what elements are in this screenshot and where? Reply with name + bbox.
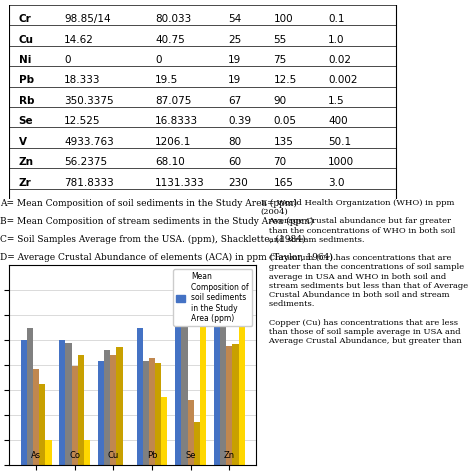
Text: Cr: Cr (18, 14, 31, 24)
Text: 0.05: 0.05 (273, 116, 296, 127)
Text: 98.85/14: 98.85/14 (64, 14, 111, 24)
Text: 0: 0 (155, 55, 162, 65)
Bar (46, 440, 52, 474)
Text: 0.1: 0.1 (328, 14, 345, 24)
Bar (232, 344, 238, 474)
Text: 14.62: 14.62 (64, 35, 94, 45)
Bar (123, 465, 129, 474)
Text: 40.75: 40.75 (155, 35, 185, 45)
Text: 19: 19 (228, 75, 241, 85)
Text: 19.5: 19.5 (155, 75, 178, 85)
Text: 54: 54 (228, 14, 241, 24)
Text: 87.075: 87.075 (155, 96, 191, 106)
Text: A= Mean Composition of soil sediments in the Study Area (ppm): A= Mean Composition of soil sediments in… (0, 199, 297, 208)
Text: 350.3375: 350.3375 (64, 96, 114, 106)
Text: 12.525: 12.525 (64, 116, 100, 127)
Legend: Mean
Composition of
soil sediments
in the Study
Area (ppm): Mean Composition of soil sediments in th… (173, 269, 252, 326)
Bar (226, 346, 232, 474)
Text: Co: Co (69, 451, 80, 460)
Bar (238, 315, 245, 474)
Text: E= World Health Organization (WHO) in ppm
(2004)
   Average Crustal abundance bu: E= World Health Organization (WHO) in pp… (261, 199, 468, 345)
Text: Zn: Zn (18, 157, 34, 167)
Bar (200, 325, 206, 474)
Text: Zn: Zn (224, 451, 235, 460)
Text: 1131.333: 1131.333 (155, 178, 205, 188)
Text: Se: Se (18, 116, 33, 127)
Bar (188, 400, 194, 474)
Bar (117, 346, 123, 474)
Text: Se: Se (185, 451, 196, 460)
Text: 68.10: 68.10 (155, 157, 185, 167)
Text: 1.0: 1.0 (328, 35, 345, 45)
Text: B= Mean Composition of stream sediments in the Study Area (ppm): B= Mean Composition of stream sediments … (0, 217, 313, 226)
Bar (220, 318, 226, 474)
Text: Pb: Pb (147, 451, 157, 460)
Text: 12.5: 12.5 (273, 75, 297, 85)
Bar (175, 298, 182, 474)
Bar (161, 397, 167, 474)
Text: 4933.763: 4933.763 (64, 137, 114, 147)
Bar (59, 340, 65, 474)
Bar (143, 361, 149, 474)
Text: Rb: Rb (18, 96, 34, 106)
Text: 1000: 1000 (328, 157, 354, 167)
Text: 80.033: 80.033 (155, 14, 191, 24)
Bar (149, 358, 155, 474)
Text: 3.0: 3.0 (328, 178, 345, 188)
Bar (98, 361, 104, 474)
Bar (104, 350, 110, 474)
Bar (65, 343, 72, 474)
Text: Ni: Ni (18, 55, 31, 65)
Text: C= Soil Samples Average from the USA. (ppm), Shacklette, (1984): C= Soil Samples Average from the USA. (p… (0, 235, 306, 244)
Text: 0: 0 (64, 55, 71, 65)
Text: 0.02: 0.02 (328, 55, 351, 65)
Bar (194, 422, 200, 474)
Bar (33, 368, 39, 474)
Text: 75: 75 (273, 55, 287, 65)
Text: 56.2375: 56.2375 (64, 157, 107, 167)
Bar (137, 328, 143, 474)
Text: 0.002: 0.002 (328, 75, 357, 85)
Bar (84, 440, 90, 474)
Text: 135: 135 (273, 137, 293, 147)
Text: 230: 230 (228, 178, 247, 188)
Text: 67: 67 (228, 96, 241, 106)
Bar (39, 383, 46, 474)
Bar (21, 340, 27, 474)
Text: V: V (18, 137, 27, 147)
Text: Zr: Zr (18, 178, 31, 188)
Text: 781.8333: 781.8333 (64, 178, 114, 188)
Bar (72, 366, 78, 474)
Bar (78, 355, 84, 474)
Text: 1206.1: 1206.1 (155, 137, 191, 147)
Text: Cu: Cu (108, 451, 119, 460)
Text: 18.333: 18.333 (64, 75, 100, 85)
Text: 80: 80 (228, 137, 241, 147)
Bar (110, 355, 117, 474)
Text: As: As (31, 451, 41, 460)
Text: 0.39: 0.39 (228, 116, 251, 127)
Text: D= Average Crustal Abundance of elements (ACA) in ppm (Taylor, 1964).: D= Average Crustal Abundance of elements… (0, 253, 336, 262)
Bar (155, 363, 161, 474)
Bar (27, 328, 33, 474)
Text: Pb: Pb (18, 75, 34, 85)
Text: 1.5: 1.5 (328, 96, 345, 106)
Bar (182, 298, 188, 474)
Text: 100: 100 (273, 14, 293, 24)
Text: 16.8333: 16.8333 (155, 116, 198, 127)
Text: 90: 90 (273, 96, 286, 106)
Text: 165: 165 (273, 178, 293, 188)
Text: 25: 25 (228, 35, 241, 45)
Text: 60: 60 (228, 157, 241, 167)
Text: 19: 19 (228, 55, 241, 65)
Text: 55: 55 (273, 35, 287, 45)
Text: 70: 70 (273, 157, 286, 167)
Bar (214, 316, 220, 474)
Text: 50.1: 50.1 (328, 137, 351, 147)
Text: Cu: Cu (18, 35, 34, 45)
Text: 400: 400 (328, 116, 347, 127)
